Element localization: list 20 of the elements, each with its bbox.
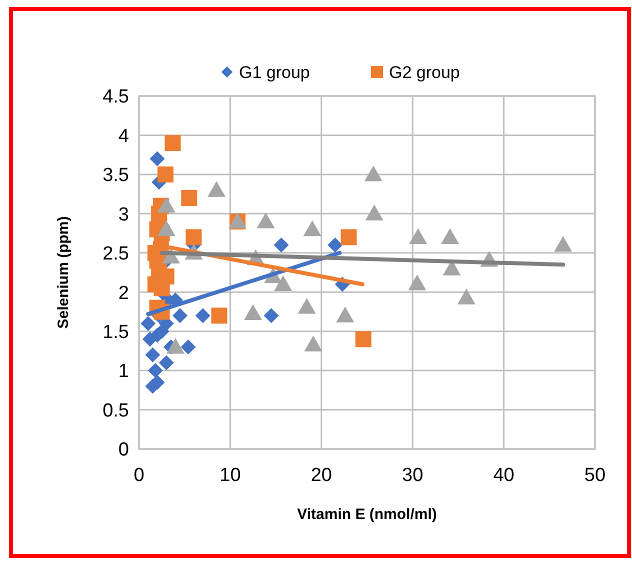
y-tick-label: 0.5 [102,400,129,422]
x-axis-title: Vitamin E (nmol/ml) [297,506,437,523]
y-tick-label: 4 [118,126,130,147]
x-tick-label: 30 [402,465,424,486]
x-tick-label: 0 [134,465,144,486]
x-tick-label: 40 [493,465,514,486]
y-tick-label: 0 [118,440,129,461]
y-axis-title: Selenium (ppm) [55,216,72,329]
x-tick-label: 10 [220,465,241,486]
y-tick-label: 1 [118,361,129,382]
x-tick-label: 50 [584,465,606,486]
y-tick-label: 1.5 [102,322,129,343]
x-tick-label: 20 [310,465,332,486]
y-tick-label: 3.5 [102,165,129,186]
legend-label: G2 group [389,62,460,82]
y-tick-label: 2.5 [102,244,129,265]
y-tick-label: 4.5 [102,86,129,108]
y-tick-label: 2 [118,282,129,304]
legend-label: G1 group [239,62,310,82]
y-tick-label: 3 [118,204,129,226]
